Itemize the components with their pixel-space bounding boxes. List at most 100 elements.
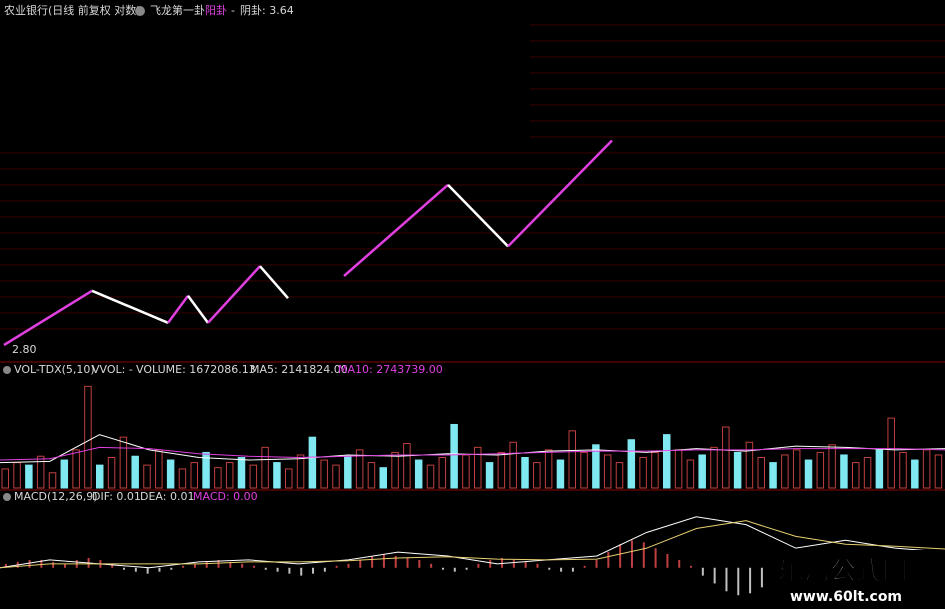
zigzag-line (186, 294, 210, 324)
setting-icon[interactable] (3, 493, 11, 501)
zigzag-line (343, 183, 449, 277)
volume-bar (344, 455, 352, 489)
volume-bar (828, 444, 836, 489)
ma5: MA5: 2141824.00 (250, 363, 348, 376)
volume-bar (379, 467, 387, 489)
volume-bar (426, 464, 435, 489)
volume-bar (36, 455, 45, 489)
volume-bar (710, 446, 718, 489)
volume-bar (25, 464, 33, 489)
volume-bar (899, 451, 907, 489)
volume-bar (911, 459, 919, 489)
volume-bar (852, 462, 860, 489)
volume: VOLUME: 1672086.13 (136, 363, 256, 376)
volume-bar (615, 462, 624, 489)
volume-bar (474, 446, 482, 489)
volume-bar (592, 444, 600, 489)
volume-bar (48, 472, 57, 489)
volume-bar (190, 462, 198, 489)
zigzag-line (507, 139, 613, 248)
volume-bar (733, 451, 742, 489)
stock-title: 农业银行(日线 前复权 对数) (4, 3, 141, 17)
volume-bar (663, 434, 671, 489)
zigzag-line (166, 294, 190, 324)
zigzag-line (447, 183, 509, 248)
volume-bar (781, 454, 789, 489)
volume-bar (391, 451, 399, 489)
volume-bar (367, 462, 376, 489)
volume-bar (131, 455, 139, 489)
volume-bar (816, 451, 825, 489)
volume-bar (521, 457, 529, 489)
volume-bar (722, 426, 730, 489)
volume-bar (166, 459, 175, 489)
volume-bar (745, 441, 754, 489)
vvol: VVOL: - (92, 363, 133, 376)
dif: DIF: 0.01 (92, 490, 141, 503)
volume-bar (627, 439, 636, 489)
volume-bar (686, 459, 695, 489)
volume-bar (296, 454, 305, 489)
volume-bar (792, 449, 801, 489)
zigzag-line (259, 265, 289, 300)
zigzag-line (207, 265, 261, 324)
volume-bar (332, 464, 340, 489)
setting-icon[interactable] (3, 366, 11, 374)
separator: - (231, 4, 235, 17)
watermark-url: www.60lt.com (790, 589, 902, 605)
volume-bar (84, 385, 92, 489)
volume-bar (887, 417, 895, 489)
yang-label: 阳卦 (205, 3, 227, 17)
volume-bar (1, 468, 9, 489)
dif-line (0, 516, 945, 569)
ma10-line (0, 446, 945, 461)
volume-bar (485, 462, 494, 489)
volume-bar (698, 454, 706, 489)
volume-bar (285, 468, 293, 489)
volume-bar (922, 449, 931, 489)
volume-bar (273, 462, 281, 489)
volume-bar (497, 451, 506, 489)
volume-bar (863, 457, 872, 489)
volume-bar (72, 449, 80, 489)
volume-bar (603, 454, 612, 489)
volume-bar (178, 468, 187, 489)
volume-bar (355, 449, 364, 489)
yin-label: 阴卦: 3.64 (240, 3, 294, 17)
volume-bar (934, 454, 943, 489)
dea: DEA: 0.01 (140, 490, 194, 503)
volume-bar (403, 443, 411, 489)
vol-title: VOL-TDX(5,10) (14, 363, 95, 376)
volume-bar (320, 459, 328, 489)
zigzag-line (3, 289, 93, 347)
volume-bar (107, 457, 116, 489)
volume-bar (875, 449, 884, 489)
indicator-name: 飞龙第一卦 (150, 3, 205, 17)
volume-bar (450, 423, 458, 489)
volume-bar (757, 457, 765, 489)
volume-bar (261, 446, 269, 489)
macd-title: MACD(12,26,9) (14, 490, 98, 503)
volume-bar (60, 459, 69, 489)
volume-bar (544, 449, 553, 489)
volume-bar (804, 459, 813, 489)
volume-bar (639, 457, 647, 489)
volume-bar (308, 436, 317, 489)
setting-icon[interactable] (135, 6, 145, 16)
volume-bar (13, 462, 21, 489)
macd-value: MACD: 0.00 (193, 490, 258, 503)
volume-bar (769, 462, 777, 489)
watermark-name: 乐淘公式网 (778, 557, 908, 587)
volume-bar (556, 459, 565, 489)
volume-bar (202, 451, 210, 489)
volume-bar (533, 462, 541, 489)
low-label: 2.80 (12, 343, 37, 356)
volume-bar (462, 454, 470, 489)
volume-bar (214, 467, 222, 489)
volume-bar (237, 457, 246, 489)
volume-bar (414, 459, 423, 489)
volume-bar (580, 451, 588, 489)
watermark-bg (770, 550, 945, 609)
